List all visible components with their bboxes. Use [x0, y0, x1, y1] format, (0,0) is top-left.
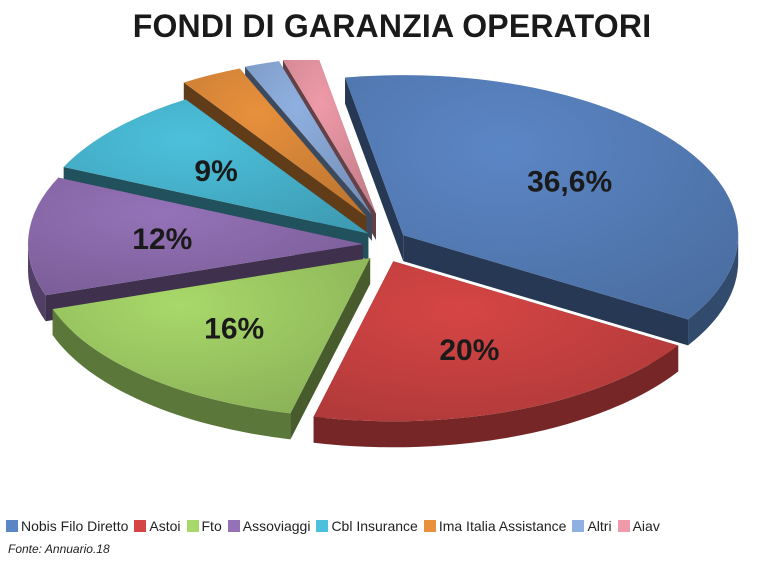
- pie-slice-fto: [52, 257, 371, 440]
- legend-item: Nobis Filo Diretto: [6, 518, 128, 534]
- slice-rim: [28, 244, 46, 322]
- slice-rim: [52, 309, 291, 440]
- pie-slice-nobis-filo-diretto: [345, 75, 739, 346]
- slice-top: [345, 75, 739, 320]
- slice-rim: [688, 235, 739, 346]
- legend-swatch: [316, 520, 329, 532]
- slice-top: [282, 60, 376, 214]
- legend-item: Cbl Insurance: [316, 518, 418, 534]
- slice-side-wall: [290, 257, 371, 440]
- slice-label-fto: 16%: [204, 313, 264, 346]
- slice-label-cbl-insurance: 9%: [194, 155, 237, 188]
- legend-item: Fto: [186, 518, 222, 534]
- slice-label-assoviaggi: 12%: [132, 223, 192, 256]
- legend-label: Fto: [201, 518, 222, 534]
- slice-top: [28, 177, 364, 296]
- slice-label-astoi: 20%: [439, 334, 499, 367]
- slice-top: [183, 68, 367, 217]
- slice-label-nobis-filo-diretto: 36,6%: [527, 165, 612, 198]
- legend-swatch: [572, 520, 585, 532]
- legend-label: Nobis Filo Diretto: [21, 518, 129, 534]
- legend-label: Cbl Insurance: [331, 518, 418, 534]
- legend-item: Assoviaggi: [227, 518, 311, 534]
- source-note: Fonte: Annuario.18: [8, 542, 110, 556]
- legend-swatch: [186, 520, 199, 532]
- pie-chart: 36,6% 20% 16% 12% 9%: [28, 60, 739, 448]
- legend-swatch: [617, 520, 630, 532]
- legend-label: Assoviaggi: [242, 518, 311, 534]
- slice-top: [245, 61, 372, 215]
- chart-title: FONDI DI GARANZIA OPERATORI: [132, 8, 652, 44]
- slice-top: [313, 261, 679, 422]
- slice-side-wall: [345, 77, 404, 262]
- slice-rim: [313, 345, 679, 448]
- legend-swatch: [227, 520, 240, 532]
- slice-side-wall: [403, 235, 689, 346]
- pie-slice-astoi: [313, 261, 679, 448]
- legend-item: Aiav: [617, 518, 660, 534]
- chart-legend: Nobis Filo Diretto Astoi Fto Assoviaggi Cbl …: [6, 516, 784, 536]
- legend-label: Ima Italia Assistance: [438, 518, 567, 534]
- legend-item: Ima Italia Assistance: [423, 518, 567, 534]
- legend-label: Aiav: [632, 518, 660, 534]
- slice-top: [63, 99, 369, 234]
- legend-label: Altri: [587, 518, 612, 534]
- legend-swatch: [134, 520, 147, 532]
- legend-swatch: [6, 520, 18, 532]
- legend-swatch: [423, 520, 436, 532]
- legend-item: Altri: [572, 518, 612, 534]
- slice-top: [52, 257, 371, 414]
- legend-label: Astoi: [149, 518, 181, 534]
- legend-item: Astoi: [134, 518, 181, 534]
